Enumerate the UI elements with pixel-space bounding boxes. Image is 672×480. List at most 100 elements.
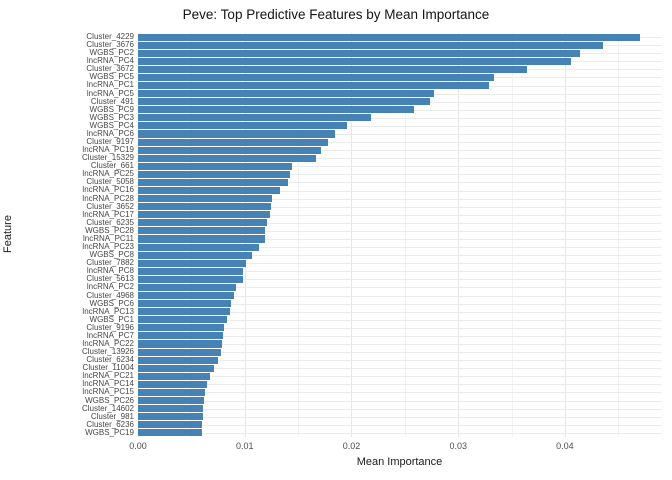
grid-minor-v	[298, 33, 300, 437]
grid-major-h	[138, 158, 661, 160]
y-tick-label: Cluster_3672	[86, 64, 134, 74]
y-tick-label: lncRNA_PC28	[82, 193, 134, 203]
grid-major-h	[138, 392, 661, 394]
y-tick-label: WGBS_PC4	[89, 120, 134, 130]
feature-bar	[138, 33, 640, 41]
grid-major-h	[138, 287, 661, 289]
y-tick-label: WGBS_PC6	[89, 298, 134, 308]
y-tick-label: lncRNA_PC15	[82, 387, 134, 397]
grid-major-h	[138, 255, 661, 257]
y-tick-label: lncRNA_PC22	[82, 338, 134, 348]
feature-bar	[138, 73, 495, 81]
bar-row	[138, 397, 661, 405]
y-tick-label: lncRNA_PC14	[82, 379, 134, 389]
feature-bar	[138, 397, 205, 405]
bar-row	[138, 90, 661, 98]
feature-bar	[138, 292, 235, 300]
grid-major-h	[138, 198, 661, 200]
y-tick-label: Cluster_981	[90, 411, 134, 421]
feature-bar	[138, 65, 527, 73]
feature-bar	[138, 364, 214, 372]
feature-bar	[138, 186, 280, 195]
bar-row	[138, 219, 661, 227]
bar-row	[138, 33, 661, 41]
y-tick-label: WGBS_PC2	[89, 48, 134, 58]
grid-major-h	[138, 400, 661, 402]
grid-major-h	[138, 230, 661, 232]
y-tick-label: Cluster_6236	[86, 419, 134, 429]
feature-bar	[138, 356, 219, 364]
y-tick-label: Cluster_5613	[86, 274, 134, 284]
x-tick-label: 0.04	[556, 441, 574, 451]
feature-bar	[138, 203, 272, 211]
feature-bar	[138, 130, 336, 138]
y-tick-label: lncRNA_PC7	[86, 330, 134, 340]
grid-major-h	[138, 303, 661, 305]
x-axis-title: Mean Importance	[356, 456, 443, 468]
y-tick-label: Cluster_13926	[81, 347, 134, 357]
grid-major-h	[138, 142, 661, 144]
feature-bar	[138, 267, 243, 275]
feature-bar	[138, 429, 203, 437]
bar-row	[138, 65, 661, 73]
y-tick-label: lncRNA_PC5	[86, 88, 134, 98]
grid-major-h	[138, 206, 661, 208]
y-tick-label: WGBS_PC28	[85, 225, 134, 235]
y-tick-label: Cluster_6235	[86, 217, 134, 227]
bar-row	[138, 81, 661, 90]
y-tick-label: lncRNA_PC16	[82, 185, 134, 195]
bar-row	[138, 283, 661, 292]
grid-major-v	[564, 33, 566, 437]
y-tick-label: lncRNA_PC1	[86, 80, 134, 90]
grid-minor-v	[511, 33, 513, 437]
bar-row	[138, 316, 661, 324]
y-tick-label: Cluster_9197	[86, 137, 134, 147]
feature-bar	[138, 57, 572, 65]
bar-row	[138, 41, 661, 49]
feature-bar	[138, 162, 292, 170]
grid-major-v	[138, 33, 139, 437]
y-tick-label: lncRNA_PC23	[82, 242, 134, 252]
feature-bar	[138, 372, 210, 380]
grid-major-h	[138, 416, 661, 418]
y-tick-label: Cluster_11004	[82, 363, 134, 373]
bar-row	[138, 130, 661, 138]
bar-row	[138, 146, 661, 154]
grid-major-h	[138, 263, 661, 265]
y-tick-label: Cluster_3676	[86, 40, 134, 50]
feature-bar	[138, 300, 231, 308]
y-tick-label: Cluster_7882	[86, 258, 134, 268]
bar-row	[138, 356, 661, 364]
y-tick-label: WGBS_PC3	[89, 112, 134, 122]
feature-bar	[138, 340, 223, 348]
y-tick-label: lncRNA_PC25	[82, 169, 134, 179]
grid-major-h	[138, 376, 661, 378]
feature-bar	[138, 421, 203, 429]
bar-row	[138, 195, 661, 203]
feature-bar	[138, 178, 289, 186]
feature-bar	[138, 106, 415, 114]
feature-bar	[138, 243, 259, 251]
bar-row	[138, 259, 661, 267]
grid-major-h	[138, 174, 661, 176]
grid-major-h	[138, 125, 661, 127]
grid-major-h	[138, 408, 661, 410]
gridlines	[138, 33, 661, 437]
feature-bar	[138, 41, 604, 49]
bar-row	[138, 348, 661, 356]
y-tick-label: lncRNA_PC11	[83, 233, 134, 243]
grid-major-h	[138, 190, 661, 192]
y-tick-label: lncRNA_PC17	[82, 209, 134, 219]
grid-minor-v	[191, 33, 193, 437]
y-tick-label: lncRNA_PC4	[86, 56, 134, 66]
feature-bar	[138, 235, 265, 243]
bar-row	[138, 405, 661, 413]
grid-major-h	[138, 311, 661, 313]
y-tick-label: Cluster_15329	[81, 153, 134, 163]
feature-bar	[138, 324, 225, 332]
feature-bar	[138, 283, 237, 292]
feature-bar	[138, 122, 348, 130]
bar-row	[138, 324, 661, 332]
y-tick-label: Cluster_14602	[81, 403, 134, 413]
bar-row	[138, 186, 661, 195]
